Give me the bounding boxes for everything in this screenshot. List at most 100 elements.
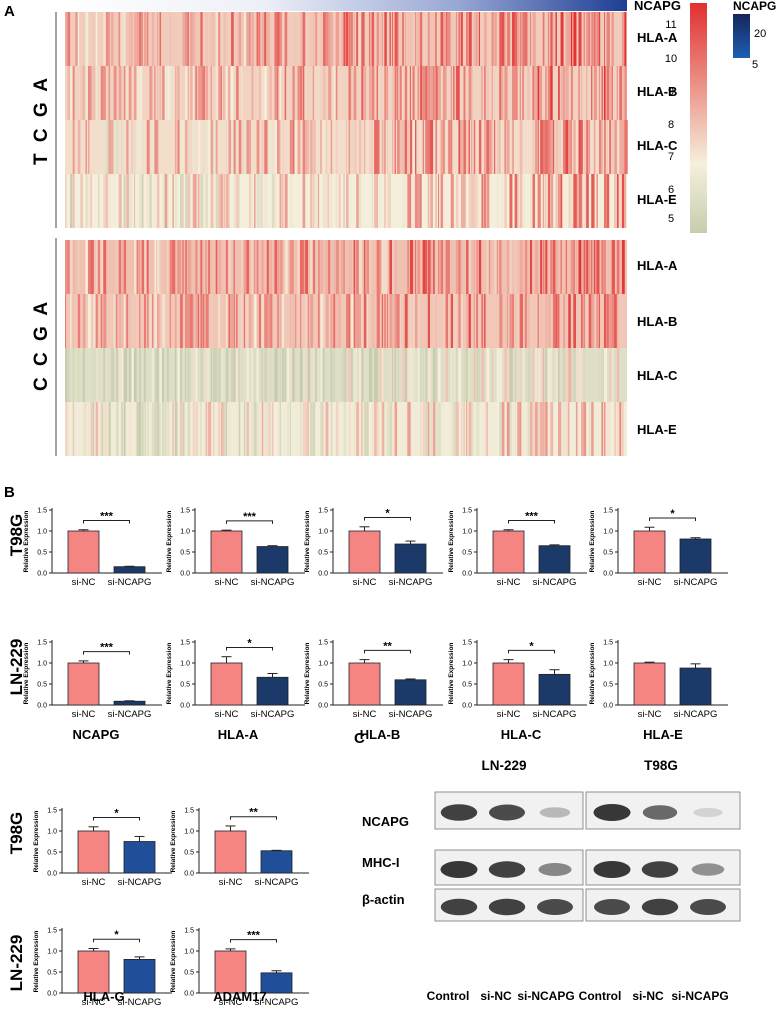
heatmap-cell (179, 348, 183, 402)
significance-bracket (508, 649, 555, 654)
heatmap-cell (483, 66, 486, 120)
y-tick-label: 0.0 (47, 871, 57, 878)
heatmap-cell (532, 348, 535, 402)
heatmap-cell (606, 120, 608, 174)
y-axis-label: Relative Expression (166, 643, 173, 705)
heatmap-cell (358, 240, 362, 294)
heatmap-cell (72, 294, 75, 348)
heatmap-cell (609, 294, 612, 348)
heatmap-cell (118, 12, 120, 66)
y-tick-label: 0.0 (180, 703, 190, 710)
heatmap-cell (402, 174, 405, 228)
heatmap-cell (113, 12, 116, 66)
heatmap-cell (506, 402, 510, 456)
heatmap-cell (504, 348, 508, 402)
heatmap-cell (417, 294, 420, 348)
heatmap-cell (368, 66, 371, 120)
x-tick-label: si-NCAPG (389, 577, 433, 588)
heatmap-cell (468, 12, 472, 66)
heatmap-cell (478, 348, 481, 402)
heatmap-cell (593, 66, 597, 120)
heatmap-cell (190, 240, 192, 294)
heatmap-cell (381, 66, 385, 120)
lane-label: Control (427, 989, 470, 1003)
heatmap-cell (379, 12, 383, 66)
y-axis-label: Relative Expression (589, 511, 596, 573)
heatmap-cell (231, 66, 234, 120)
heatmap-cell (529, 12, 532, 66)
heatmap-cell (624, 12, 627, 66)
heatmap-cell (110, 120, 114, 174)
heatmap-cell (149, 294, 153, 348)
heatmap-cell (254, 174, 256, 228)
heatmap-cell (248, 120, 252, 174)
heatmap-cell (233, 174, 236, 228)
y-tick-label: 0.5 (37, 550, 47, 557)
heatmap-cell (601, 120, 603, 174)
heatmap-cell (517, 294, 519, 348)
heatmap-cell (591, 240, 593, 294)
x-tick-label: si-NCAPG (389, 709, 433, 720)
heatmap-cell (187, 402, 191, 456)
heatmap-cell (529, 402, 533, 456)
heatmap-cell (200, 294, 203, 348)
heatmap-cell (103, 294, 107, 348)
heatmap-cell (256, 294, 260, 348)
heatmap-cell (190, 12, 193, 66)
heatmap-cell (85, 294, 89, 348)
heatmap-cell (591, 174, 595, 228)
heatmap-cell (614, 294, 618, 348)
heatmap-cell (246, 240, 250, 294)
heatmap-cell (292, 348, 295, 402)
heatmap-cell (481, 174, 484, 228)
heatmap-cell (563, 402, 565, 456)
heatmap-cell (323, 402, 325, 456)
heatmap-cell (376, 294, 380, 348)
heatmap-cell (570, 240, 574, 294)
heatmap-gene-label: HLA-E (637, 192, 677, 207)
heatmap-cell (213, 294, 216, 348)
heatmap-cell (540, 294, 543, 348)
heatmap-cell (192, 66, 194, 120)
heatmap-cell (432, 240, 435, 294)
heatmap-cell (213, 120, 216, 174)
heatmap-cell (108, 402, 111, 456)
y-tick-label: 1.0 (184, 949, 194, 956)
heatmap-cell (228, 66, 230, 120)
heatmap-cell (427, 120, 431, 174)
heatmap-cell (256, 12, 259, 66)
heatmap-cell (246, 12, 249, 66)
heatmap-cell (581, 402, 584, 456)
heatmap-cell (261, 402, 264, 456)
heatmap-cell (491, 348, 494, 402)
y-tick-label: 1.5 (180, 508, 190, 515)
heatmap-cell (443, 120, 445, 174)
heatmap-cell (82, 294, 86, 348)
heatmap-cell (315, 174, 318, 228)
panel-a-label: A (4, 3, 15, 20)
heatmap-cell (192, 294, 195, 348)
heatmap-cell (80, 66, 84, 120)
heatmap-cell (320, 402, 324, 456)
bar (113, 566, 146, 574)
heatmap-cell (87, 12, 90, 66)
heatmap-cell (532, 12, 536, 66)
heatmap-cell (241, 12, 245, 66)
heatmap-cell (499, 294, 503, 348)
significance-stars: * (670, 508, 675, 520)
heatmap-cell (348, 174, 352, 228)
heatmap-cell (210, 66, 212, 120)
heatmap-cell (90, 66, 93, 120)
heatmap-cell (187, 348, 190, 402)
heatmap-cell (302, 12, 306, 66)
heatmap-cell (251, 12, 254, 66)
heatmap-cell (519, 294, 524, 348)
heatmap-cell (606, 66, 610, 120)
heatmap-cell (575, 174, 578, 228)
heatmap-cell (529, 348, 532, 402)
heatmap-cell (570, 120, 573, 174)
heatmap-cell (65, 174, 67, 228)
bar (214, 830, 247, 874)
